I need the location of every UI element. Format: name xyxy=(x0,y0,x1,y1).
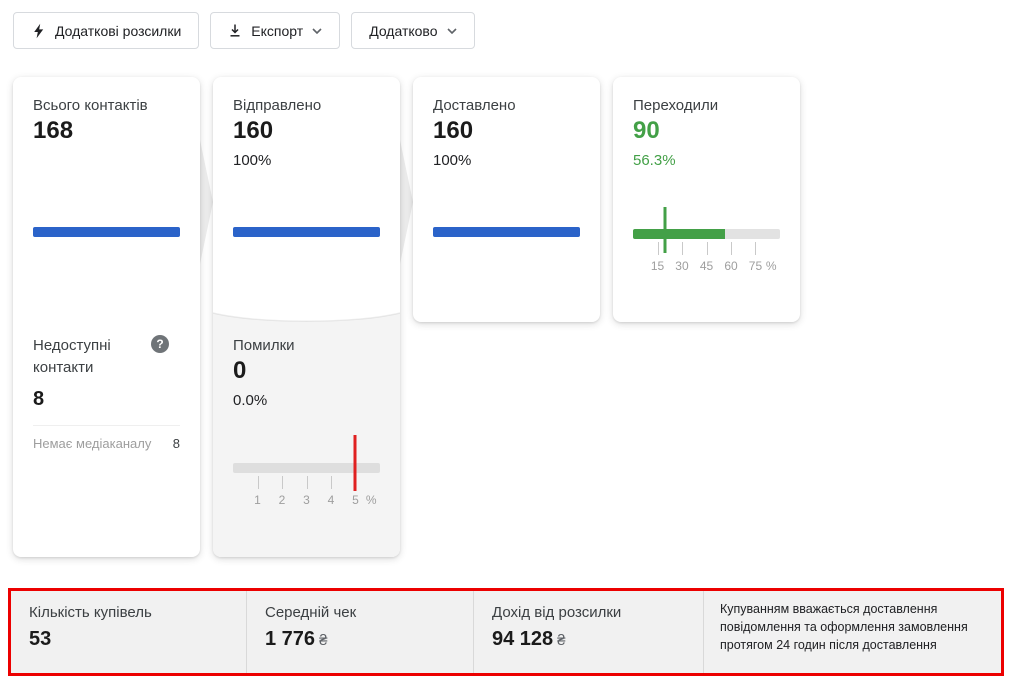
scale-tick-label: 3 xyxy=(303,493,310,508)
errors-title: Помилки xyxy=(233,337,295,354)
scale-tick-label: 60 xyxy=(724,259,738,273)
more-label: Додатково xyxy=(369,22,438,39)
clicked-fill xyxy=(633,229,725,239)
scale-tick-label: 4 xyxy=(327,493,335,508)
errors-percent: 0.0% xyxy=(233,392,268,410)
errors-scale-track xyxy=(233,463,380,474)
clicked-title: Переходили xyxy=(633,97,719,114)
average-check-value: 1 776 ₴ xyxy=(265,628,455,651)
delivered-title: Доставлено xyxy=(433,97,516,114)
hryvnia-sign: ₴ xyxy=(557,632,566,649)
download-icon xyxy=(228,23,242,38)
scale-tick-label: 1 xyxy=(254,493,261,508)
clicked-value: 90 xyxy=(633,117,660,145)
scale-tick-label: % xyxy=(365,493,377,508)
unavailable-contacts-block: Недоступні контакти ? 8 Немає медіаканал… xyxy=(33,335,180,451)
total-contacts-title: Всього контактів xyxy=(33,97,148,114)
scale-tick xyxy=(706,242,708,255)
delivered-percent: 100% xyxy=(433,152,472,170)
scale-tick-label: 5 xyxy=(352,493,359,508)
question-icon[interactable]: ? xyxy=(151,335,169,353)
clicked-scale: 15 30 45 60 75 % xyxy=(633,207,780,279)
total-contacts-fill xyxy=(33,227,180,237)
total-contacts-card: Всього контактів 168 Недоступні контакти… xyxy=(13,77,200,557)
errors-section: Помилки 0 0.0% 1 2 3 4 xyxy=(213,309,400,557)
delivered-fill xyxy=(433,227,580,237)
sent-fill xyxy=(233,227,380,237)
revenue-value: 94 128 ₴ xyxy=(492,628,685,651)
purchase-summary-strip: Кількість купівель 53 Середній чек 1 776… xyxy=(8,588,1004,676)
export-button[interactable]: Експорт xyxy=(210,12,341,49)
chevron-down-icon xyxy=(312,27,322,34)
delivered-card: Доставлено 160 100% xyxy=(413,77,600,322)
purchases-value: 53 xyxy=(29,628,52,650)
total-contacts-progress-bar xyxy=(33,227,180,237)
purchases-label: Кількість купівель xyxy=(29,604,152,621)
funnel-arrow xyxy=(200,140,213,264)
scale-tick xyxy=(331,476,332,490)
revenue-number: 94 128 xyxy=(492,628,554,650)
sent-progress-bar xyxy=(233,227,380,237)
scale-tick xyxy=(657,242,659,255)
average-check-block: Середній чек 1 776 ₴ xyxy=(246,591,473,673)
revenue-block: Дохід від розсилки 94 128 ₴ xyxy=(473,591,703,673)
extra-campaigns-button[interactable]: Додаткові розсилки xyxy=(13,12,200,49)
error-threshold-marker xyxy=(353,435,357,492)
purchases-block: Кількість купівель 53 xyxy=(11,591,246,673)
errors-scale: 1 2 3 4 5 % xyxy=(233,435,380,513)
scale-tick xyxy=(731,242,732,255)
hryvnia-sign: ₴ xyxy=(319,632,328,649)
revenue-label: Дохід від розсилки xyxy=(492,604,622,621)
scale-tick-label: 75 xyxy=(748,259,763,273)
scale-tick xyxy=(306,476,308,490)
scale-tick xyxy=(257,476,259,490)
unavailable-contacts-value: 8 xyxy=(33,387,45,410)
scale-tick-label: 15 xyxy=(650,259,665,273)
lightning-icon xyxy=(31,23,46,39)
scale-tick xyxy=(755,242,757,255)
clicked-card: Переходили 90 56.3% 15 30 45 60 75 % xyxy=(613,77,800,322)
total-contacts-value: 168 xyxy=(33,117,74,145)
average-check-label: Середній чек xyxy=(265,604,357,621)
clicked-benchmark-marker xyxy=(663,207,667,253)
purchase-definition-note: Купуванням вважається доставлення повідо… xyxy=(703,591,1001,673)
scale-tick-label: 30 xyxy=(675,259,689,273)
scale-tick-label: 45 xyxy=(699,259,714,273)
no-media-channel-value: 8 xyxy=(172,435,180,451)
sent-percent: 100% xyxy=(233,152,272,170)
errors-value: 0 xyxy=(233,357,247,385)
export-label: Експорт xyxy=(251,22,304,39)
sent-card: Відправлено 160 100% Помилки 0 0.0% xyxy=(213,77,400,557)
errors-curve xyxy=(213,312,400,325)
delivered-progress-bar xyxy=(433,227,580,237)
no-media-channel-label: Немає медіаканалу xyxy=(33,435,152,451)
delivered-value: 160 xyxy=(433,117,474,145)
note-text: Купуванням вважається доставлення повідо… xyxy=(720,602,968,652)
scale-tick-label: 2 xyxy=(278,493,286,508)
unavailable-contacts-title: Недоступні контакти xyxy=(33,337,111,376)
average-check-number: 1 776 xyxy=(265,628,316,650)
sent-value: 160 xyxy=(233,117,274,145)
more-button[interactable]: Додатково xyxy=(351,12,475,49)
funnel-arrow xyxy=(400,140,413,264)
scale-tick-label: % xyxy=(765,259,777,273)
extra-campaigns-label: Додаткові розсилки xyxy=(55,22,182,39)
clicked-percent: 56.3% xyxy=(633,152,676,170)
scale-tick xyxy=(281,476,283,490)
chevron-down-icon xyxy=(446,27,457,34)
clicked-scale-track xyxy=(633,229,780,239)
no-media-channel-row: Немає медіаканалу 8 xyxy=(33,424,180,451)
toolbar: Додаткові розсилки Експорт Додатково xyxy=(13,12,475,49)
sent-title: Відправлено xyxy=(233,97,322,114)
scale-tick xyxy=(681,242,683,255)
